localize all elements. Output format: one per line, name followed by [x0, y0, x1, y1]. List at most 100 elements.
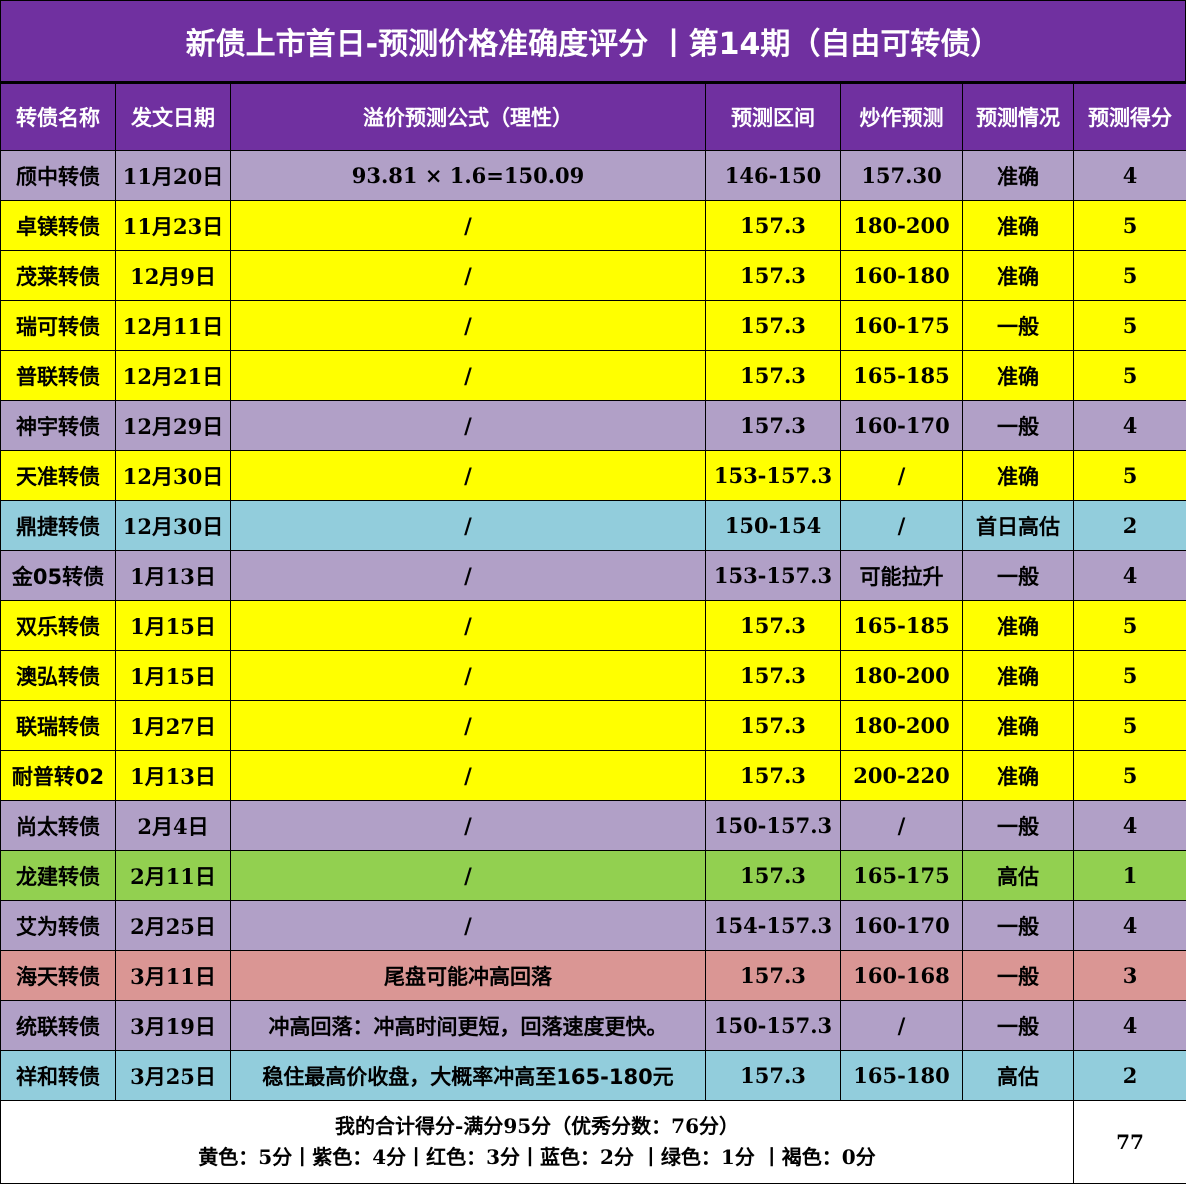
hype-forecast-cell: 160-175 — [841, 301, 963, 351]
forecast-range-cell: 157.3 — [706, 951, 841, 1001]
hype-forecast-cell: 165-185 — [841, 601, 963, 651]
bond-name-cell: 耐普转02 — [1, 751, 116, 801]
col-header: 转债名称 — [1, 84, 116, 151]
publish-date-cell: 3月25日 — [116, 1051, 231, 1101]
formula-cell: 稳住最高价收盘，大概率冲高至165-180元 — [231, 1051, 706, 1101]
forecast-range-cell: 157.3 — [706, 1051, 841, 1101]
score-cell: 5 — [1074, 201, 1186, 251]
hype-forecast-cell: 160-180 — [841, 251, 963, 301]
bond-name-cell: 颀中转债 — [1, 151, 116, 201]
score-cell: 4 — [1074, 401, 1186, 451]
forecast-status-cell: 准确 — [963, 451, 1074, 501]
score-cell: 5 — [1074, 451, 1186, 501]
bond-name-cell: 神宇转债 — [1, 401, 116, 451]
formula-cell: / — [231, 451, 706, 501]
forecast-range-cell: 157.3 — [706, 601, 841, 651]
hype-forecast-cell: 可能拉升 — [841, 551, 963, 601]
footer-summary: 我的合计得分-满分95分（优秀分数：76分） 黄色：5分丨紫色：4分丨红色：3分… — [1, 1101, 1074, 1184]
forecast-range-cell: 157.3 — [706, 751, 841, 801]
publish-date-cell: 2月25日 — [116, 901, 231, 951]
formula-cell: / — [231, 501, 706, 551]
forecast-range-cell: 153-157.3 — [706, 451, 841, 501]
forecast-status-cell: 一般 — [963, 551, 1074, 601]
score-cell: 3 — [1074, 951, 1186, 1001]
forecast-range-cell: 157.3 — [706, 651, 841, 701]
publish-date-cell: 1月15日 — [116, 651, 231, 701]
col-header: 炒作预测 — [841, 84, 963, 151]
footer-legend: 黄色：5分丨紫色：4分丨红色：3分丨蓝色：2分 丨绿色：1分 丨褐色：0分 — [1, 1142, 1073, 1173]
publish-date-cell: 3月11日 — [116, 951, 231, 1001]
bond-name-cell: 金05转债 — [1, 551, 116, 601]
forecast-range-cell: 154-157.3 — [706, 901, 841, 951]
bond-name-cell: 双乐转债 — [1, 601, 116, 651]
forecast-range-cell: 153-157.3 — [706, 551, 841, 601]
formula-cell: / — [231, 601, 706, 651]
forecast-range-cell: 150-157.3 — [706, 801, 841, 851]
score-cell: 1 — [1074, 851, 1186, 901]
hype-forecast-cell: 160-170 — [841, 901, 963, 951]
forecast-status-cell: 准确 — [963, 351, 1074, 401]
forecast-range-cell: 157.3 — [706, 351, 841, 401]
footer-total-label: 我的合计得分-满分95分（优秀分数：76分） — [1, 1111, 1073, 1142]
formula-cell: / — [231, 901, 706, 951]
hype-forecast-cell: 160-168 — [841, 951, 963, 1001]
publish-date-cell: 2月11日 — [116, 851, 231, 901]
bond-name-cell: 鼎捷转债 — [1, 501, 116, 551]
bond-name-cell: 卓镁转债 — [1, 201, 116, 251]
col-header: 预测区间 — [706, 84, 841, 151]
footer-row: 我的合计得分-满分95分（优秀分数：76分） 黄色：5分丨紫色：4分丨红色：3分… — [1, 1101, 1186, 1184]
publish-date-cell: 1月15日 — [116, 601, 231, 651]
forecast-range-cell: 157.3 — [706, 251, 841, 301]
score-cell: 2 — [1074, 1051, 1186, 1101]
formula-cell: / — [231, 301, 706, 351]
bond-name-cell: 龙建转债 — [1, 851, 116, 901]
score-cell: 4 — [1074, 901, 1186, 951]
formula-cell: / — [231, 701, 706, 751]
score-cell: 5 — [1074, 601, 1186, 651]
forecast-status-cell: 高估 — [963, 851, 1074, 901]
formula-cell: 尾盘可能冲高回落 — [231, 951, 706, 1001]
forecast-status-cell: 准确 — [963, 251, 1074, 301]
formula-cell: / — [231, 251, 706, 301]
hype-forecast-cell: / — [841, 801, 963, 851]
hype-forecast-cell: / — [841, 451, 963, 501]
publish-date-cell: 2月4日 — [116, 801, 231, 851]
formula-cell: 冲高回落：冲高时间更短，回落速度更快。 — [231, 1001, 706, 1051]
bond-name-cell: 联瑞转债 — [1, 701, 116, 751]
forecast-status-cell: 准确 — [963, 701, 1074, 751]
page-title: 新债上市首日-预测价格准确度评分 丨第14期（自由可转债） — [0, 0, 1186, 83]
forecast-status-cell: 一般 — [963, 301, 1074, 351]
bond-name-cell: 澳弘转债 — [1, 651, 116, 701]
publish-date-cell: 1月13日 — [116, 551, 231, 601]
forecast-status-cell: 一般 — [963, 951, 1074, 1001]
score-cell: 4 — [1074, 151, 1186, 201]
score-cell: 5 — [1074, 351, 1186, 401]
formula-cell: / — [231, 851, 706, 901]
score-cell: 4 — [1074, 1001, 1186, 1051]
forecast-status-cell: 高估 — [963, 1051, 1074, 1101]
publish-date-cell: 3月19日 — [116, 1001, 231, 1051]
score-cell: 5 — [1074, 301, 1186, 351]
hype-forecast-cell: 165-180 — [841, 1051, 963, 1101]
hype-forecast-cell: 160-170 — [841, 401, 963, 451]
hype-forecast-cell: 165-185 — [841, 351, 963, 401]
publish-date-cell: 12月9日 — [116, 251, 231, 301]
forecast-range-cell: 157.3 — [706, 851, 841, 901]
header-row: 转债名称 发文日期 溢价预测公式（理性） 预测区间 炒作预测 预测情况 预测得分 — [1, 84, 1186, 151]
forecast-range-cell: 157.3 — [706, 201, 841, 251]
hype-forecast-cell: 157.30 — [841, 151, 963, 201]
publish-date-cell: 11月23日 — [116, 201, 231, 251]
